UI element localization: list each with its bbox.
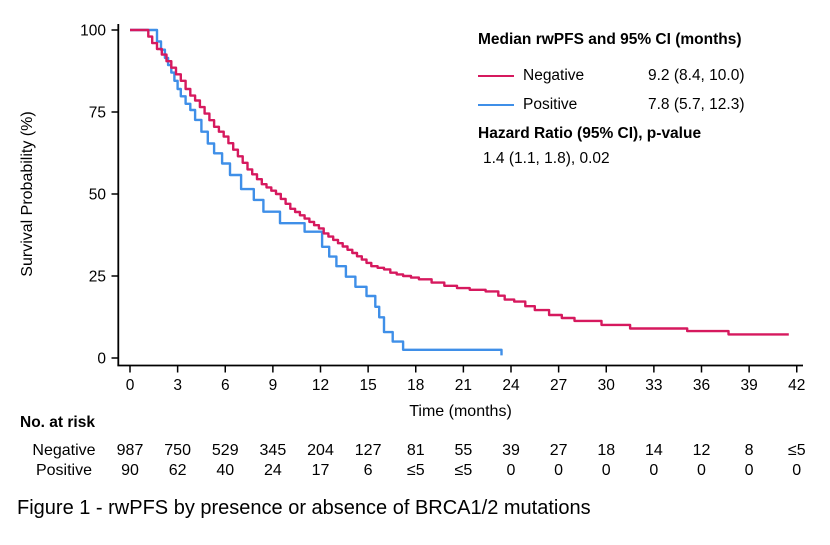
risk-count-cell: 529 [211,442,239,459]
risk-count-cell: ≤5 [406,462,425,479]
risk-count-cell: 0 [601,462,611,479]
x-tick-label: 33 [645,377,662,394]
x-tick-label: 21 [455,377,472,394]
y-tick-label: 25 [89,269,106,286]
legend-median-negative: 9.2 (8.4, 10.0) [648,66,745,84]
x-tick-label: 30 [598,377,616,394]
x-ticks: 0 3 6 9 12 15 18 21 24 27 30 33 36 39 42 [126,365,805,394]
x-tick-label: 3 [173,377,182,394]
legend-row-positive: Positive 7.8 (5.7, 12.3) [478,91,745,120]
y-ticks: 0 25 50 75 100 [80,23,119,368]
positive-line-swatch [478,104,514,107]
negative-curve [130,28,789,336]
risk-count-cell: 55 [454,442,473,459]
y-tick-label: 100 [80,23,106,40]
x-tick-label: 15 [360,377,377,394]
risk-count-cell: 14 [644,442,663,459]
risk-count-cell: 17 [311,462,330,479]
risk-count-cell: 0 [792,462,802,479]
risk-count-cell: 0 [697,462,706,479]
risk-count-cell: 0 [649,462,659,479]
risk-count-cell: 40 [216,462,235,479]
x-tick-label: 9 [269,377,278,394]
risk-row-label-positive: Positive [35,462,93,479]
negative-line-swatch [478,75,514,78]
x-tick-label: 42 [788,377,805,394]
risk-count-cell: 81 [406,442,425,459]
y-tick-label: 50 [89,187,107,204]
x-axis-title: Time (months) [409,403,512,420]
legend-label-positive: Positive [523,95,578,113]
x-tick-label: 36 [693,377,710,394]
risk-count-cell: 8 [744,442,754,459]
risk-count-cell: 0 [554,462,564,479]
legend-row-negative: Negative 9.2 (8.4, 10.0) [478,62,745,91]
x-tick-label: 12 [312,377,329,394]
y-tick-label: 0 [97,351,106,368]
risk-count-cell: 27 [549,442,568,459]
risk-count-cell: 39 [502,442,520,459]
risk-count-cell: 987 [116,442,144,459]
curves-layer [130,28,789,356]
risk-count-cell: ≤5 [787,442,806,459]
risk-count-cell: ≤5 [454,462,473,479]
risk-count-cell: 90 [121,462,139,479]
legend-title: Median rwPFS and 95% CI (months) [478,31,742,48]
y-axis-title: Survival Probability (%) [19,111,36,277]
legend-label-negative: Negative [523,66,585,84]
risk-row-label-negative: Negative [32,442,96,459]
x-tick-label: 27 [550,377,567,394]
x-tick-label: 24 [502,377,520,394]
risk-count-cell: 0 [506,462,516,479]
risk-count-cell: 24 [263,462,282,479]
x-tick-label: 6 [221,377,230,394]
x-tick-label: 39 [741,377,758,394]
risk-count-cell: 345 [259,442,287,459]
legend: Median rwPFS and 95% CI (months) Negativ… [478,31,745,169]
x-tick-label: 0 [126,377,135,394]
y-tick-label: 75 [89,105,106,122]
risk-count-cell: 750 [164,442,191,459]
risk-count-cell: 12 [692,442,711,459]
risk-count-cell: 6 [363,462,373,479]
risk-count-cell: 0 [744,462,754,479]
hazard-ratio-title: Hazard Ratio (95% CI), p-value [478,124,702,142]
risk-count-cell: 62 [168,462,187,479]
risk-count-cell: 127 [354,442,382,459]
risk-count-cell: 204 [307,442,334,459]
x-tick-label: 18 [407,377,424,394]
risk-table-title: No. at risk [20,414,95,431]
positive-curve [130,28,503,356]
hazard-ratio-value: 1.4 (1.1, 1.8), 0.02 [483,150,610,168]
legend-median-positive: 7.8 (5.7, 12.3) [648,95,745,113]
figure-caption: Figure 1 - rwPFS by presence or absence … [17,497,591,519]
risk-count-cell: 18 [597,442,616,459]
